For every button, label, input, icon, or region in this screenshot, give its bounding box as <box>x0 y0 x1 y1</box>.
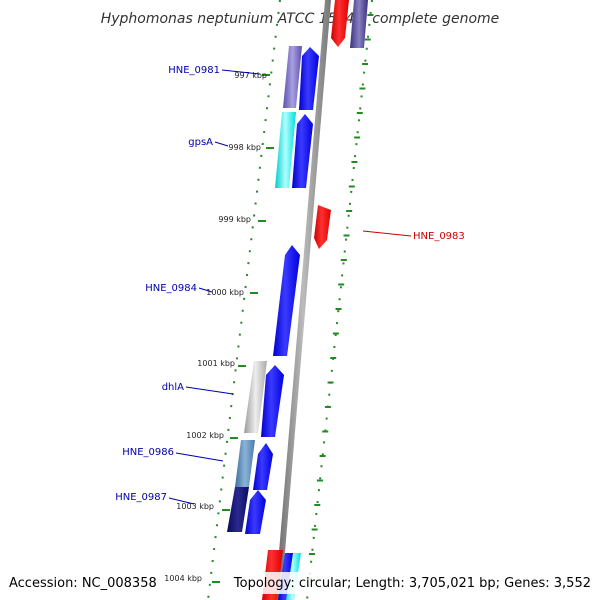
gene-label-HNE_0983: HNE_0983 <box>362 230 465 242</box>
gene-arrow-gpsA <box>292 114 313 188</box>
feature-column-outer <box>227 46 302 532</box>
tick-label: 1000 kbp <box>206 288 244 297</box>
tick-1004kbp: 1004 kbp <box>164 574 220 583</box>
map-title: Hyphomonas neptunium ATCC 15444, complet… <box>101 11 500 27</box>
footer-accession: Accession: NC_008358 <box>9 576 157 591</box>
footer-summary: Topology: circular; Length: 3,705,021 bp… <box>233 576 591 591</box>
tick-998kbp: 998 kbp <box>228 143 274 152</box>
gene-label-text: HNE_0981 <box>168 65 220 76</box>
footer-right-bg <box>257 572 600 594</box>
tick-999kbp: 999 kbp <box>218 215 266 224</box>
gene-label-text: HNE_0984 <box>145 283 197 294</box>
gene-label-HNE_0987: HNE_0987 <box>115 492 195 505</box>
gene-arrow-HNE_0981 <box>299 47 319 110</box>
tick-1001kbp: 1001 kbp <box>197 359 246 368</box>
gene-label-gpsA: gpsA <box>188 137 229 148</box>
gene-arrow-HNE_0984 <box>273 245 300 356</box>
gene-label-text: gpsA <box>188 137 213 148</box>
tick-label: 998 kbp <box>228 143 261 152</box>
gene-label-text: HNE_0986 <box>122 447 174 458</box>
ruler-lines <box>207 0 374 600</box>
feature-dhlA-outer <box>244 361 267 433</box>
tick-1002kbp: 1002 kbp <box>186 431 238 440</box>
gene-label-HNE_0984: HNE_0984 <box>145 283 213 294</box>
tick-1000kbp: 1000 kbp <box>206 288 258 297</box>
gene-label-text: HNE_0983 <box>413 231 465 242</box>
tick-label: 1003 kbp <box>176 502 214 511</box>
tick-997kbp: 997 kbp <box>234 71 270 80</box>
tick-label: 997 kbp <box>234 71 267 80</box>
gene-arrow-dhlA <box>261 365 284 437</box>
feature-HNE_0981-outer <box>283 46 302 108</box>
gene-label-text: HNE_0987 <box>115 492 167 503</box>
tick-label: 1004 kbp <box>164 574 202 583</box>
tick-label: 1001 kbp <box>197 359 235 368</box>
gene-label-HNE_0986: HNE_0986 <box>122 447 224 462</box>
gene-arrow-top-red <box>331 0 349 47</box>
feature-gpsA-outer <box>275 112 296 188</box>
genome-backbone <box>275 0 331 600</box>
forward-strand-genes <box>245 47 319 600</box>
feature-HNE_0987-outer <box>227 487 249 532</box>
gene-arrow-HNE_0986 <box>253 443 273 490</box>
gene-label-text: dhlA <box>162 382 184 393</box>
gene-label-dhlA: dhlA <box>162 382 234 395</box>
tick-label: 999 kbp <box>218 215 251 224</box>
tick-label: 1002 kbp <box>186 431 224 440</box>
gene-arrow-HNE_0987 <box>245 490 266 534</box>
ruler-outer-dotted <box>306 0 373 600</box>
feature-top-purple <box>350 0 368 48</box>
gene-labels: HNE_0981 gpsA HNE_0983 HNE_0984 dhlA HNE… <box>115 65 465 505</box>
tick-marks: 997 kbp 998 kbp 999 kbp 1000 kbp 1001 kb… <box>164 71 274 583</box>
gene-arrow-HNE_0983 <box>314 205 331 249</box>
footer-left-bg <box>0 572 150 594</box>
tick-1003kbp: 1003 kbp <box>176 502 230 511</box>
feature-HNE_0986-outer <box>235 440 255 487</box>
gene-label-HNE_0981: HNE_0981 <box>168 65 261 76</box>
